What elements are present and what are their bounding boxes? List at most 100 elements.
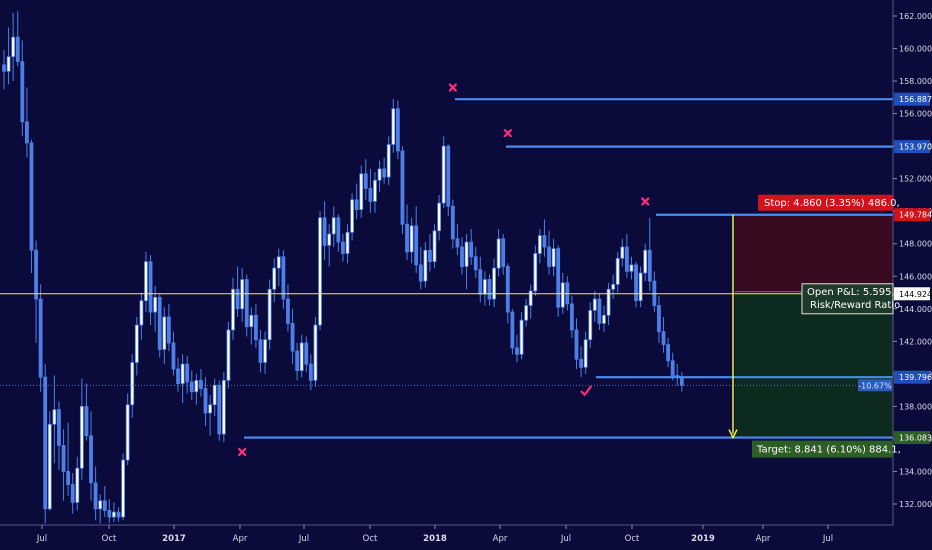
time-axis[interactable]: Jul Oct 2017 Apr Jul Oct 2018 Apr Jul Oct 2019 Apr J…: [36, 525, 833, 544]
candle: [253, 303, 258, 348]
candle-body: [286, 298, 290, 324]
candle-body: [84, 405, 89, 437]
candle: [400, 146, 405, 234]
candle-body: [52, 409, 57, 425]
candle-body: [75, 467, 80, 503]
time-tick-label: Apr: [233, 534, 248, 544]
annotation-labels: 156.887 153.970 149.784 139.796 136.083 144.9…: [752, 92, 932, 458]
candle-body: [295, 350, 300, 372]
candle: [235, 266, 240, 317]
candle: [670, 352, 675, 381]
candle: [249, 307, 254, 345]
candle-body: [11, 36, 16, 58]
candle-body: [363, 173, 368, 189]
candle-body: [203, 388, 208, 414]
candle-body: [139, 300, 144, 326]
candle-body: [24, 121, 29, 144]
candle: [533, 245, 538, 296]
candle-body: [478, 269, 483, 295]
time-tick-label: 2018: [423, 534, 447, 544]
candle: [469, 229, 474, 265]
candle: [148, 255, 153, 326]
price-tag-bg: [894, 92, 930, 106]
candle: [556, 245, 561, 317]
price-tag-149.784: 149.784: [899, 211, 932, 220]
candle-body: [597, 298, 602, 324]
candle: [322, 201, 327, 260]
candle: [189, 370, 194, 400]
candle: [276, 248, 281, 287]
candle-body: [542, 235, 547, 248]
time-tick-label: Apr: [493, 534, 508, 544]
level-lines: [0, 98, 893, 440]
candle-body: [212, 384, 217, 406]
candle: [551, 238, 556, 277]
candle-body: [299, 342, 304, 372]
candle-body: [464, 241, 469, 267]
candle: [537, 229, 542, 264]
candle-body: [98, 500, 103, 510]
candle-body: [492, 267, 496, 300]
target-arrow-head: [728, 429, 738, 440]
percent-tag-bg: [858, 379, 892, 392]
price-axis-background: [893, 0, 932, 550]
candle-body: [20, 61, 25, 123]
candle: [382, 157, 387, 184]
candle-body: [130, 362, 135, 406]
candle: [542, 219, 547, 257]
candle: [185, 355, 190, 394]
candle-body: [244, 279, 249, 328]
candle-body: [409, 225, 414, 253]
price-tick-label: 134.000: [899, 467, 932, 476]
candle-body: [496, 238, 501, 269]
candle-body: [327, 233, 332, 246]
candle-body: [519, 319, 524, 355]
candle-body: [592, 298, 597, 311]
candle-body: [638, 272, 643, 302]
candle: [272, 258, 277, 303]
candle: [611, 274, 616, 300]
candle-body: [93, 482, 98, 510]
price-tag-bg: [894, 208, 930, 222]
candle-body: [34, 249, 38, 300]
candle: [373, 172, 377, 213]
candle: [75, 456, 80, 511]
candle: [368, 168, 373, 213]
candle: [496, 229, 501, 277]
time-tick-label: 2017: [162, 534, 186, 544]
candle: [432, 224, 437, 269]
target-box: [752, 440, 893, 458]
candle-body: [38, 298, 43, 378]
candle: [84, 383, 89, 441]
candle-body: [473, 256, 478, 271]
candle: [487, 274, 492, 306]
price-tick-label: 160.000: [899, 45, 932, 54]
price-tick-label: 138.000: [899, 402, 932, 411]
candle-body: [2, 64, 6, 72]
candle: [455, 224, 460, 256]
candle-body: [194, 379, 199, 393]
candle-body: [551, 248, 556, 267]
candle: [93, 466, 98, 521]
candle: [171, 331, 176, 376]
candle: [263, 331, 267, 374]
candle: [450, 199, 455, 249]
cross-stroke: [238, 447, 247, 457]
candle-body: [606, 288, 611, 316]
time-tick-label: Oct: [102, 534, 117, 544]
candle-body: [615, 257, 620, 285]
candles: [2, 11, 684, 524]
candle: [203, 377, 208, 426]
cross-marker: [448, 83, 457, 92]
cross-marker: [238, 447, 247, 457]
candle: [134, 316, 139, 376]
candle-body: [43, 376, 48, 510]
candle-body: [276, 256, 281, 269]
candle: [24, 87, 29, 158]
candle: [313, 316, 318, 387]
candle-body: [588, 310, 593, 341]
candle-body: [382, 168, 387, 178]
candle: [29, 139, 34, 274]
candle-body: [455, 238, 460, 248]
